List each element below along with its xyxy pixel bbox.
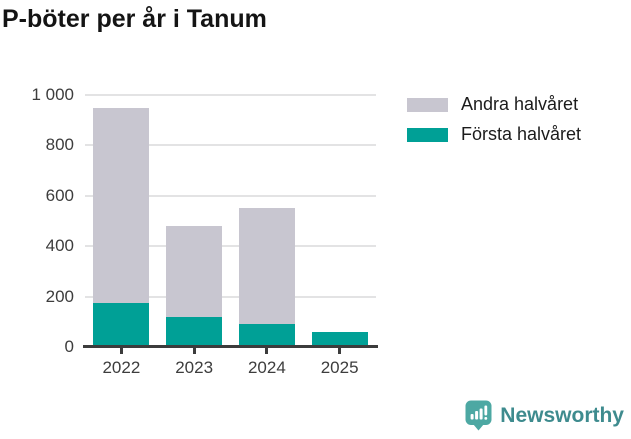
- y-tick-label: 400: [45, 236, 74, 256]
- y-tick-label: 800: [45, 135, 74, 155]
- gridline-800: [85, 144, 376, 147]
- chart-title: P-böter per år i Tanum: [2, 5, 267, 33]
- x-tick-label-2023: 2023: [175, 358, 214, 377]
- bar-2023-andra-halv-ret: [166, 226, 223, 317]
- bar-2022-f-rsta-halv-ret: [93, 302, 150, 347]
- legend-label: Första halvåret: [461, 124, 582, 144]
- x-axis-line: [83, 345, 378, 348]
- bar-2024-f-rsta-halv-ret: [238, 324, 295, 347]
- gridline-400: [85, 245, 376, 248]
- legend: Andra halvåret Första halvåret: [407, 94, 581, 154]
- plot-area: 2022 2023 2024 2025: [83, 94, 378, 377]
- x-tick-2024: [265, 348, 269, 354]
- y-tick-label: 1 000: [31, 85, 74, 104]
- x-tick-2025: [338, 348, 342, 354]
- gridline-600: [85, 194, 376, 197]
- legend-item-forsta-halvaret: Första halvåret: [407, 124, 581, 145]
- x-tick-2023: [192, 348, 196, 354]
- newsworthy-brand-link[interactable]: Newsworthy: [465, 400, 624, 431]
- y-tick-label: 600: [45, 185, 74, 205]
- bar-2025-f-rsta-halv-ret: [311, 331, 368, 347]
- y-tick-label: 200: [45, 286, 74, 306]
- bar-2024-andra-halv-ret: [238, 208, 295, 325]
- gridline-1000: [85, 94, 376, 96]
- bar-2023-f-rsta-halv-ret: [166, 316, 223, 347]
- x-tick-2022: [119, 348, 123, 354]
- x-tick-label-2024: 2024: [247, 358, 286, 377]
- y-tick-label: 0: [64, 337, 74, 356]
- legend-swatch-andra-halvaret: [407, 97, 448, 112]
- legend-item-andra-halvaret: Andra halvåret: [407, 94, 581, 115]
- newsworthy-chart-bubble-icon: [465, 400, 492, 431]
- bar-2022-andra-halv-ret: [93, 107, 150, 303]
- legend-label: Andra halvåret: [461, 94, 579, 114]
- x-tick-label-2025: 2025: [320, 358, 359, 377]
- y-axis-labels: 0 200 400 600 800 1 000: [0, 85, 74, 356]
- newsworthy-brand-text: Newsworthy: [500, 403, 624, 427]
- gridline-200: [85, 295, 376, 298]
- x-tick-label-2022: 2022: [102, 358, 141, 377]
- legend-swatch-forsta-halvaret: [407, 127, 448, 142]
